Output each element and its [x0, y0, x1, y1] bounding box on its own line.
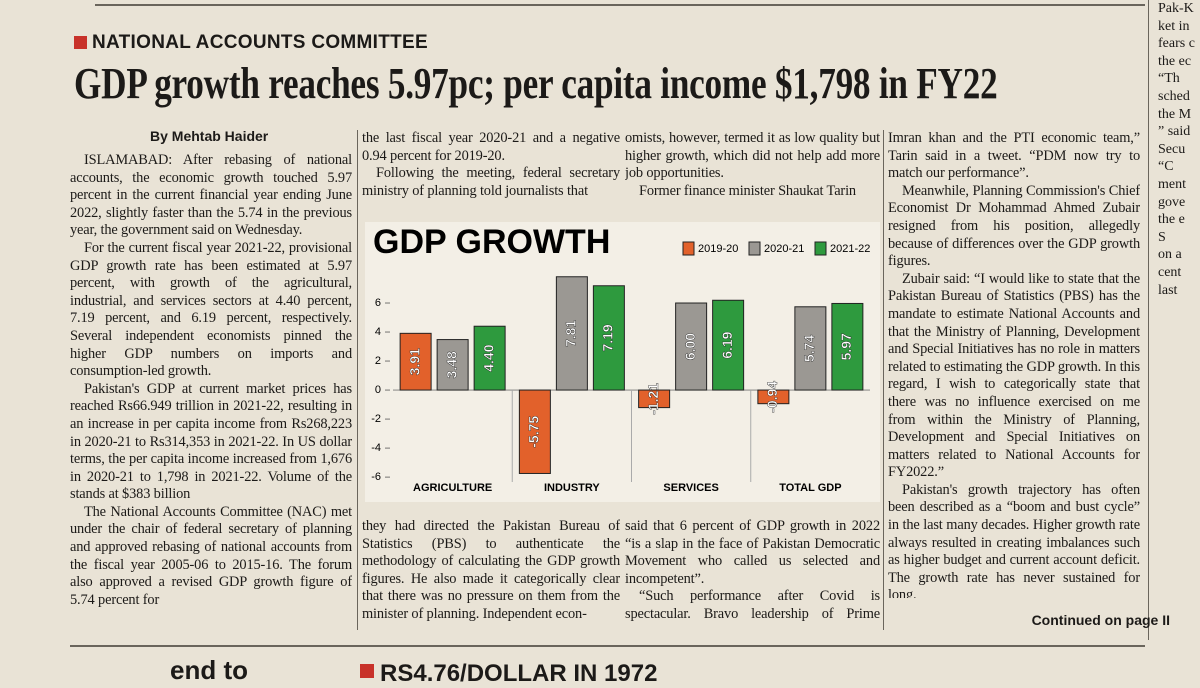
data-label: 6.19	[719, 331, 735, 358]
side-column: Pak-K ket in fears c the ec “Th sched the M ” s…	[1158, 0, 1200, 299]
column-rule	[357, 130, 358, 630]
bottom-rule	[70, 645, 1145, 647]
bar	[555, 276, 588, 391]
column: omists, however, termed it as low qualit…	[625, 130, 880, 218]
paragraph: Following the meeting, federal secretary…	[362, 165, 620, 199]
y-tick-label: 6	[375, 297, 381, 309]
column-rule	[883, 130, 884, 630]
side-line: cent	[1158, 264, 1182, 280]
data-label: 3.48	[443, 351, 459, 378]
data-label: 3.91	[406, 348, 422, 375]
chart-title: GDP GROWTH	[373, 223, 610, 261]
paragraph: For the current fiscal year 2021-22, pro…	[70, 239, 352, 380]
y-tick-label: -6	[371, 471, 381, 483]
paragraph: Zubair said: “I would like to state that…	[888, 270, 1140, 481]
data-label: 5.74	[801, 335, 817, 362]
kicker-icon	[74, 36, 87, 49]
paragraph: “Such performance after Covid is spectac…	[625, 588, 880, 624]
paragraph: Meanwhile, Planning Commission's Chief E…	[888, 182, 1140, 270]
bar	[436, 339, 469, 391]
y-tick-label: -4	[371, 442, 381, 454]
column: Imran khan and the PTI economic team,” T…	[888, 130, 1140, 598]
paragraph: said that 6 percent of GDP growth in 202…	[625, 518, 880, 587]
data-label: -1.21	[645, 383, 661, 415]
byline: By Mehtab Haider	[150, 128, 269, 144]
side-line: sched	[1158, 88, 1190, 104]
data-label: -0.94	[764, 381, 780, 413]
legend-swatch	[748, 241, 761, 256]
column: the last fiscal year 2020-21 and a negat…	[362, 130, 620, 218]
bar	[399, 332, 432, 391]
data-label: 6.00	[682, 333, 698, 360]
bar	[675, 302, 708, 391]
side-line: the e	[1158, 212, 1185, 228]
bar	[794, 306, 827, 391]
bar	[831, 302, 864, 391]
paragraph: Former finance minister Shaukat Tarin	[639, 182, 856, 199]
side-line: last	[1158, 282, 1178, 298]
bar	[473, 325, 506, 391]
y-tick-label: 2	[375, 355, 381, 367]
continued-note: Continued on page II	[1031, 612, 1170, 628]
x-tick-label: INDUSTRY	[544, 482, 600, 494]
kicker: NATIONAL ACCOUNTS COMMITTEE	[92, 32, 429, 53]
side-line: “C	[1158, 159, 1174, 175]
paragraph: ISLAMABAD: After rebasing of national ac…	[70, 152, 352, 239]
data-label: -5.75	[526, 416, 542, 448]
legend-label: 2019-20	[698, 243, 738, 255]
paragraph: Imran khan and the PTI economic team,” T…	[888, 130, 1140, 182]
legend-swatch	[814, 241, 827, 256]
paragraph: they had directed the Pakistan Bureau of…	[362, 518, 620, 622]
side-line: the ec	[1158, 53, 1192, 69]
bar	[638, 389, 671, 409]
side-line: ket in	[1158, 18, 1190, 34]
bar	[518, 389, 551, 474]
bottom-headline: end to	[170, 655, 248, 685]
column: said that 6 percent of GDP growth in 202…	[625, 518, 880, 624]
side-line: “Th	[1158, 71, 1180, 87]
paragraph: omists, however, termed it as low qualit…	[625, 130, 880, 182]
y-tick-label: 4	[375, 326, 381, 338]
data-label: 5.97	[838, 333, 854, 360]
x-tick-label: AGRICULTURE	[413, 482, 492, 494]
paragraph: The National Accounts Committee (NAC) me…	[70, 503, 352, 608]
side-line: Secu	[1158, 141, 1186, 157]
paragraph: Pakistan's GDP at current market prices …	[70, 380, 352, 503]
bar	[757, 389, 790, 405]
y-tick-label: -2	[371, 413, 381, 425]
side-line: the M	[1158, 106, 1192, 122]
side-line: ment	[1158, 176, 1186, 192]
data-label: 7.19	[600, 324, 616, 351]
bar	[712, 299, 745, 391]
bottom-kicker-icon	[360, 664, 374, 678]
bar	[592, 285, 625, 391]
side-line: Pak-K	[1158, 1, 1194, 16]
y-tick-label: 0	[375, 384, 381, 396]
side-line: on a	[1158, 247, 1182, 263]
chart: GDP GROWTH 2019-20 2020-21 2021-22 6 4 2 0 -2 -4…	[365, 222, 880, 502]
x-tick-label: TOTAL GDP	[779, 482, 841, 494]
column: they had directed the Pakistan Bureau of…	[362, 518, 620, 624]
side-line: ” said	[1158, 124, 1191, 140]
data-label: 7.81	[563, 320, 579, 347]
column: ISLAMABAD: After rebasing of national ac…	[70, 152, 352, 640]
side-line: fears c	[1158, 36, 1195, 52]
legend-label: 2020-21	[764, 243, 804, 255]
paragraph: the last fiscal year 2020-21 and a negat…	[362, 130, 620, 164]
side-line: S	[1158, 229, 1166, 245]
legend-label: 2021-22	[830, 243, 870, 255]
legend-swatch	[682, 241, 695, 256]
headline: GDP growth reaches 5.97pc; per capita in…	[74, 59, 998, 108]
column-rule	[1148, 0, 1149, 640]
data-label: 4.40	[480, 344, 496, 371]
x-tick-label: SERVICES	[663, 482, 718, 494]
bottom-headline: RS4.76/DOLLAR IN 1972	[380, 660, 658, 687]
paragraph: Pakistan's growth trajectory has often b…	[888, 481, 1140, 598]
top-rule	[95, 4, 1145, 6]
side-line: gove	[1158, 194, 1186, 210]
